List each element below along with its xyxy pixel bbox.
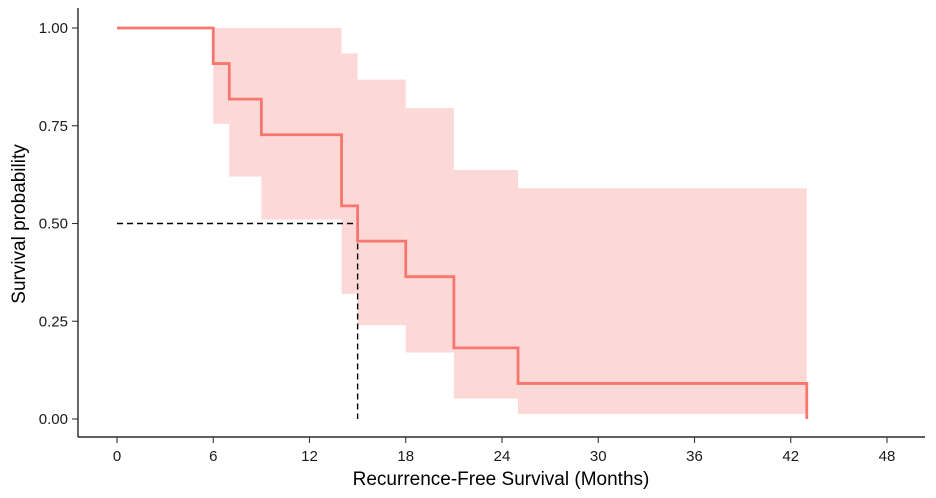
x-axis-title: Recurrence-Free Survival (Months) — [353, 469, 650, 490]
confidence-band-segment — [229, 28, 262, 177]
y-tick-label: 1.00 — [39, 20, 68, 37]
survival-curve-line — [117, 26, 809, 419]
confidence-band-segment — [261, 28, 342, 220]
x-tick-label: 12 — [301, 448, 318, 465]
x-tick-label: 24 — [494, 448, 511, 465]
x-tick-label: 0 — [113, 448, 121, 465]
ticks-layer: 0 6 12 18 24 30 36 42 48 0.00 0.25 0.50 0.75 1.00 — [39, 20, 896, 465]
x-tick-label: 6 — [209, 448, 217, 465]
x-tick-label: 48 — [879, 448, 896, 465]
confidence-band-segment — [357, 79, 406, 326]
x-tick-label: 36 — [686, 448, 703, 465]
x-tick-label: 30 — [590, 448, 607, 465]
median-lines-layer — [117, 222, 359, 419]
confidence-band-segment — [518, 188, 807, 414]
x-tick-label: 18 — [397, 448, 414, 465]
y-axis-title: Survival probability — [9, 144, 30, 304]
confidence-band-segment — [453, 169, 519, 399]
survival-curve-layer — [117, 26, 809, 419]
confidence-band-segment — [213, 28, 230, 124]
y-tick-label: 0.75 — [39, 118, 68, 135]
confidence-band-segment — [405, 108, 454, 353]
x-tick-label: 42 — [782, 448, 799, 465]
confidence-band-segment — [341, 53, 358, 294]
y-tick-label: 0.50 — [39, 216, 68, 233]
y-tick-label: 0.25 — [39, 313, 68, 330]
y-tick-label: 0.00 — [39, 411, 68, 428]
confidence-band-layer — [213, 28, 807, 414]
